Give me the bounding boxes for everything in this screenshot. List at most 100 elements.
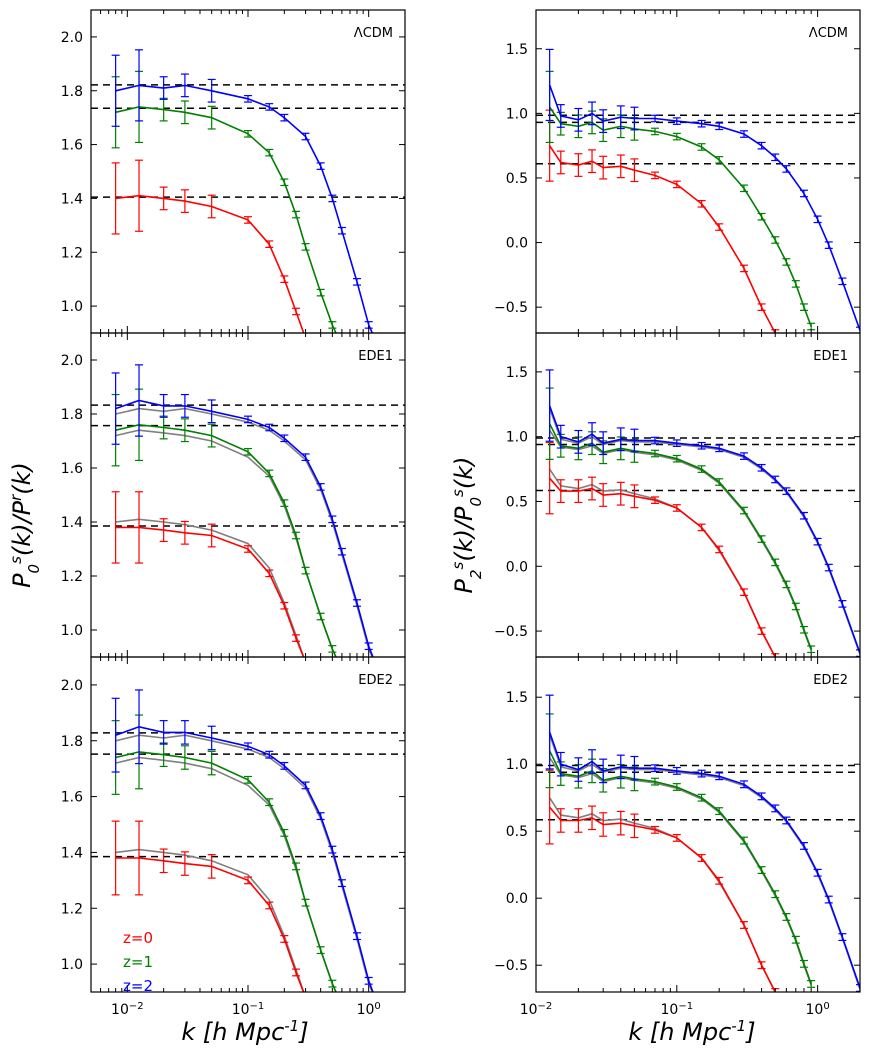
panel-right-1-errorbar-z2 (824, 563, 833, 572)
panel-left-2-errorbar-z2 (265, 750, 274, 759)
panel-right-0-errorbar-z2 (757, 141, 766, 150)
panel-right-0-errorbar-z2 (630, 106, 639, 131)
panel-right-0-ytick-label: −0.5 (494, 300, 528, 316)
panel-right-1-ytick-label: −0.5 (494, 624, 528, 640)
panel-right-0-ytick-label: 1.5 (506, 42, 528, 58)
panel-right-0-errorbar-z0 (574, 153, 583, 177)
panel-right-2-errorbar-z0 (599, 812, 608, 837)
panel-right-0-plot-area (536, 48, 860, 333)
panel-right-0-errorbar-z0 (556, 150, 565, 175)
panel-right-0-errorbar-z0 (757, 303, 766, 311)
panel-right-2-errorbar-z2 (588, 749, 597, 774)
panel-right-1-errorbar-z2 (782, 487, 791, 495)
panel-right-1-errorbar-z2 (588, 422, 597, 447)
panel-left-0-errorbar-z1 (316, 288, 325, 297)
panel-left-0-errorbar-z2 (244, 94, 252, 103)
panel-right-0-errorbar-z2 (588, 101, 597, 126)
panel-left-2-errorbar-z1 (338, 1003, 346, 1010)
panel-left-2-errorbar-z2 (280, 761, 289, 770)
panel-right-2-errorbar-z0 (574, 808, 583, 833)
panel-left-1-errorbar-z0 (111, 491, 120, 564)
panel-right-2-errorbar-z1 (672, 783, 681, 791)
panel-left-0-errorbar-z1 (338, 343, 346, 349)
panel-right-0-errorbar-z1 (771, 236, 780, 244)
panel-right-1-errorbar-z2 (771, 475, 780, 484)
panel-right-0-errorbar-z0 (715, 223, 724, 231)
panel-left-1-errorbar-z0 (265, 569, 274, 578)
panel-left-1-errorbar-z2 (364, 642, 373, 651)
panel-left-0-errorbar-z0 (292, 307, 301, 316)
panel-right-0-errorbar-z1 (697, 143, 706, 151)
panel-left-0-errorbar-z0 (180, 189, 189, 214)
panel-left-1-errorbar-z2 (135, 364, 144, 437)
panel-right-1-errorbar-z2 (739, 452, 748, 460)
panel-left-2-ytick-label: 1.8 (61, 734, 83, 750)
panel-right-1-errorbar-z2 (856, 649, 860, 657)
panel-right-0-ytick-label: 0.5 (506, 171, 528, 187)
panel-left-2-errorbar-z2 (111, 697, 120, 773)
panel-right-1-errorbar-z0 (650, 496, 659, 505)
panel-right-2-ytick-label: 1.5 (506, 690, 528, 706)
panel-right-2-errorbar-z1 (739, 836, 748, 845)
right-y-axis-label: P2s(k)/P0s(k) (449, 456, 485, 593)
panel-left-1-errorbar-z0 (280, 601, 289, 610)
panel-right-0-errorbar-z1 (672, 132, 681, 141)
panel-left-0-ytick-label: 2.0 (61, 30, 83, 46)
panel-right-2-errorbar-z2 (799, 841, 808, 850)
panel-left-0-errorbar-z2 (301, 132, 310, 141)
panel-left-2-reference-line-z0 (115, 848, 305, 992)
panel-right-0-errorbar-z2 (556, 104, 565, 128)
panel-right-1-errorbar-z1 (807, 645, 816, 654)
panel-left-2-ytick-label: 1.4 (61, 845, 83, 861)
panel-right-2-errorbar-z0 (588, 805, 597, 831)
panel-right-2-errorbar-z1 (807, 980, 816, 988)
panel-left-1-errorbar-z0 (135, 491, 144, 564)
panel-right-2-errorbar-z2 (574, 757, 583, 782)
panel-right-0: −0.5 0.0 0.5 1.0 1.5 ΛCDM (494, 9, 861, 334)
panel-right-0-errorbar-z0 (739, 264, 748, 273)
panel-right-1-errorbar-z0 (616, 481, 625, 506)
panel-right-2-errorbar-z2 (630, 755, 639, 781)
panel-right-0-errorbar-z2 (782, 165, 791, 173)
panel-right-0-errorbar-z2 (771, 153, 780, 162)
panel-right-1-errorbar-z2 (697, 441, 706, 450)
panel-right-1-errorbar-z2 (715, 444, 724, 453)
panel-right-2-errorbar-z2 (757, 792, 766, 801)
panel-left-1-errorbar-z0 (207, 523, 216, 548)
panel-left-0-errorbar-z2 (328, 194, 337, 203)
panel-left-2-errorbar-z2 (244, 742, 252, 751)
panel-right-2-errorbar-z2 (824, 895, 833, 904)
panel-right-0-errorbar-z2 (715, 122, 724, 131)
panel-left-1: 1.0 1.2 1.4 1.6 1.8 2.0 EDE1 (61, 332, 406, 673)
panel-left-1-errorbar-z1 (338, 667, 346, 673)
panel-right-2-errorbar-z0 (697, 854, 706, 862)
panel-left-1-errorbar-z0 (244, 545, 252, 553)
panel-right-2-errorbar-z2 (782, 816, 791, 825)
panel-left-2-series-line-z2 (115, 725, 374, 992)
panel-left-0-plot-area (91, 49, 405, 349)
panel-left-1-series-line-z0 (115, 526, 305, 657)
panel-right-2-errorbar-z2 (650, 764, 659, 773)
panel-right-2-errorbar-z1 (791, 935, 800, 944)
panel-left-2-series-line-z0 (115, 857, 305, 992)
legend-entry-z0: z=0 (123, 929, 153, 947)
panel-right-1-errorbar-z2 (672, 439, 681, 447)
panel-right-0-errorbar-z0 (672, 180, 681, 189)
panel-left-2-errorbar-z1 (244, 775, 252, 784)
panel-right-2-errorbar-z1 (782, 913, 791, 921)
panel-right-2-errorbar-z2 (739, 780, 748, 789)
panel-right-2-ytick-label: 1.0 (506, 757, 528, 773)
panel-right-1-errorbar-z2 (813, 537, 822, 546)
panel-left-2: 1.0 1.2 1.4 1.6 1.8 2.0 10−2 10−1 100 EDE2 (61, 656, 406, 1018)
panel-right-0-errorbar-z1 (757, 212, 766, 221)
panel-left-2-errorbar-z0 (135, 820, 144, 896)
panel-right-2-frame (535, 656, 861, 993)
panel-left-2-errorbar-z0 (111, 820, 120, 896)
panel-right-1-errorbar-z2 (757, 463, 766, 472)
panel-left-1-errorbar-z2 (337, 547, 346, 556)
panel-left-1-errorbar-z2 (280, 434, 289, 443)
panel-left-2-errorbar-z2 (301, 781, 310, 790)
panel-right-0-errorbar-z0 (650, 171, 659, 180)
panel-right-0-errorbar-z0 (630, 158, 639, 183)
